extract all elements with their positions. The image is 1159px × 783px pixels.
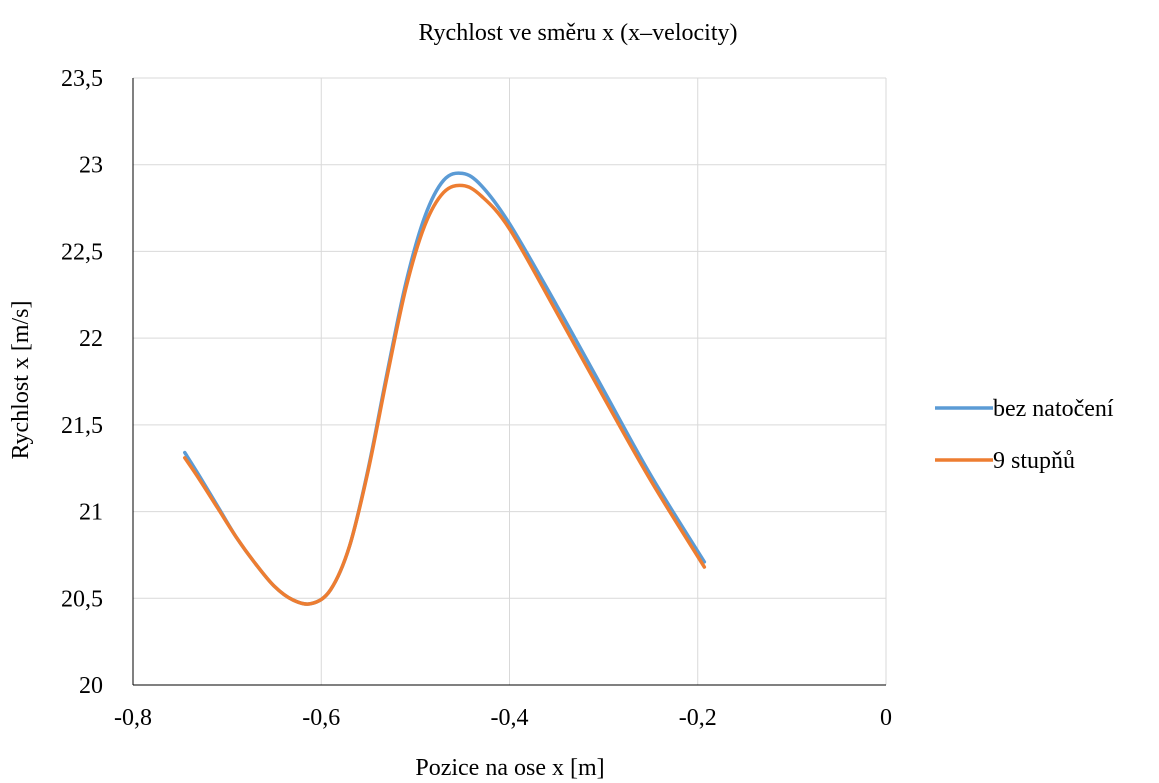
x-tick-label: -0,8 bbox=[114, 705, 152, 731]
y-tick-label: 20 bbox=[79, 673, 103, 699]
y-tick-label: 23 bbox=[79, 153, 103, 179]
chart-title: Rychlost ve směru x (x–velocity) bbox=[419, 20, 738, 46]
legend-label: 9 stupňů bbox=[993, 448, 1075, 474]
y-tick-label: 21,5 bbox=[61, 413, 103, 439]
x-axis-label: Pozice na ose x [m] bbox=[415, 755, 604, 781]
series-layer bbox=[183, 171, 707, 606]
series-line-2 bbox=[183, 183, 707, 606]
x-tick-label: -0,4 bbox=[491, 705, 529, 731]
y-axis-label: Rychlost x [m/s] bbox=[8, 300, 34, 459]
x-tick-label: 0 bbox=[880, 705, 892, 731]
series-line-1 bbox=[183, 171, 707, 606]
y-tick-label: 23,5 bbox=[61, 66, 103, 92]
y-tick-label: 21 bbox=[79, 500, 103, 526]
legend: bez natočení 9 stupňů bbox=[935, 396, 1114, 474]
x-tick-label: -0,2 bbox=[679, 705, 717, 731]
x-tick-labels: -0,8 -0,6 -0,4 -0,2 0 bbox=[114, 705, 892, 731]
y-tick-label: 20,5 bbox=[61, 586, 103, 612]
y-tick-label: 22,5 bbox=[61, 239, 103, 265]
y-tick-label: 22 bbox=[79, 326, 103, 352]
y-tick-labels: 20 20,5 21 21,5 22 22,5 23 23,5 bbox=[61, 66, 103, 699]
legend-label: bez natočení bbox=[993, 396, 1114, 422]
vertical-gridlines bbox=[132, 78, 887, 685]
x-tick-label: -0,6 bbox=[302, 705, 340, 731]
